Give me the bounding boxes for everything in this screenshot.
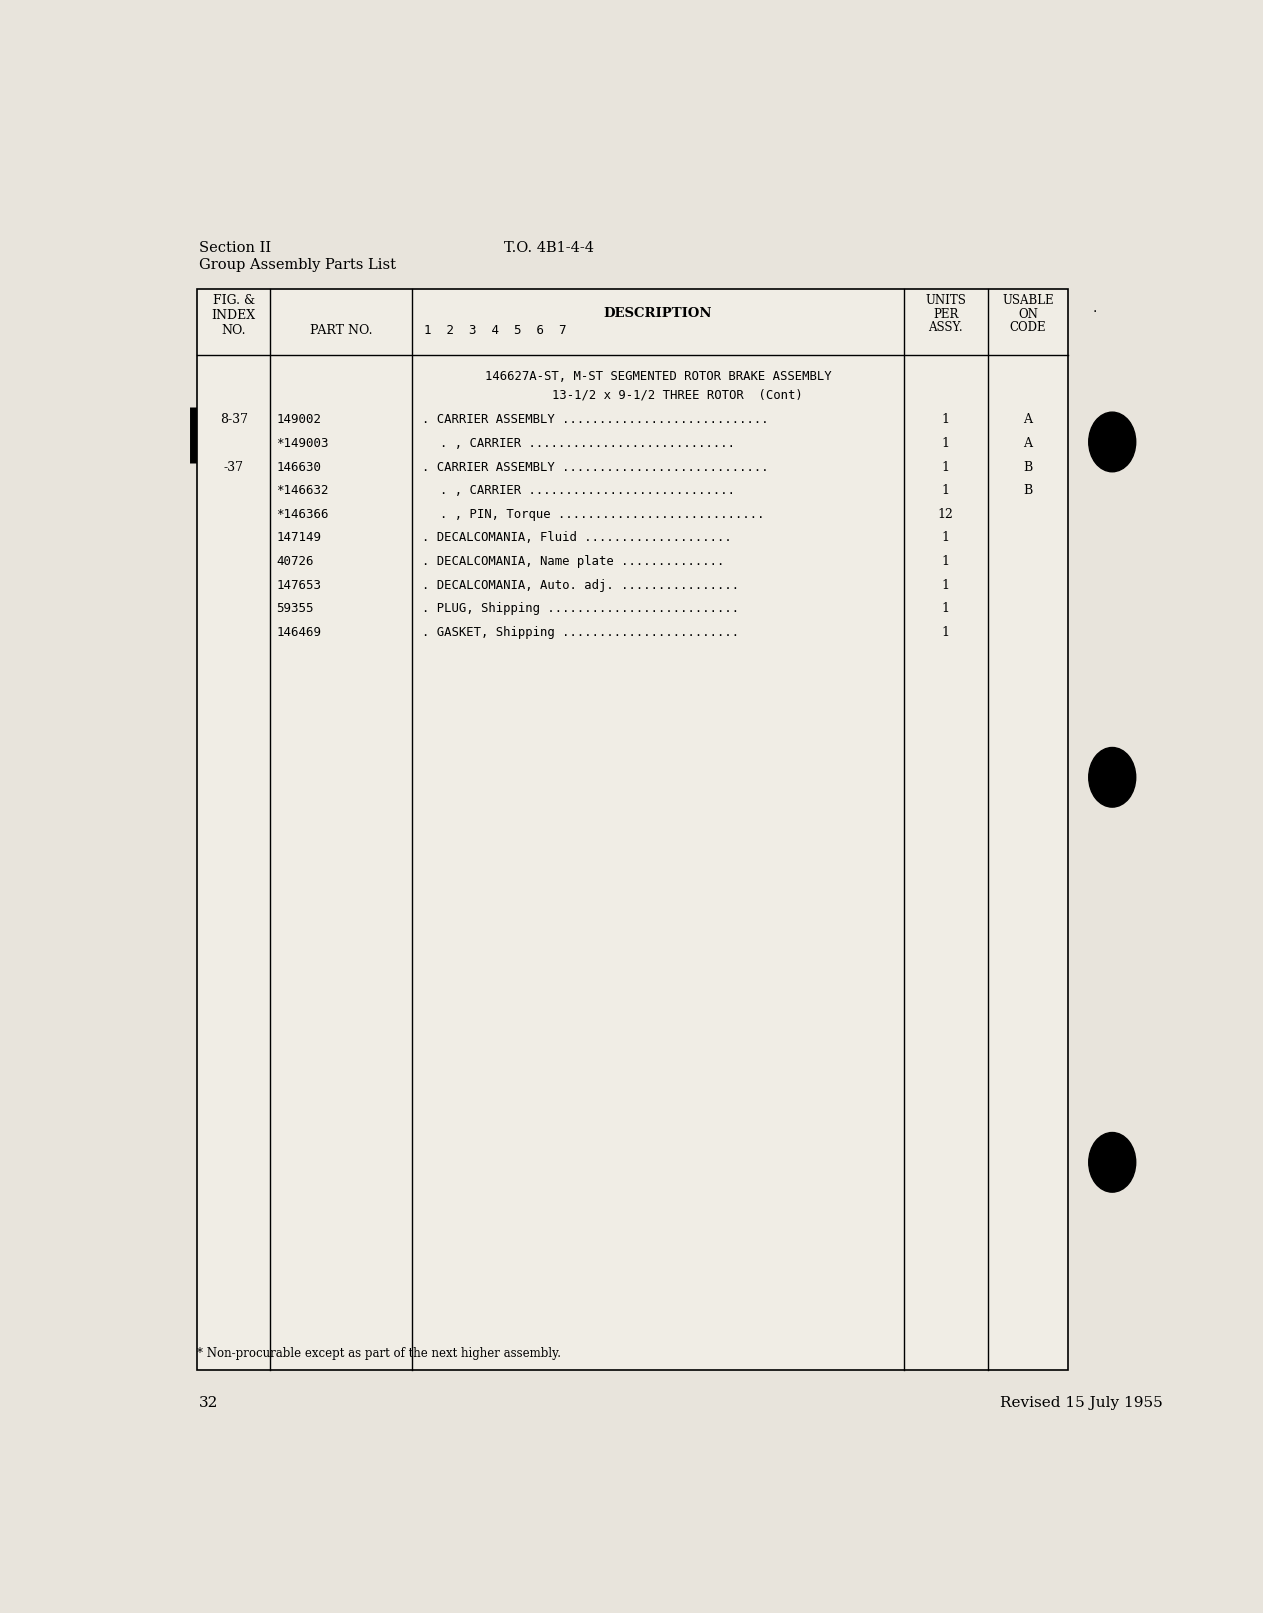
Text: 12: 12 — [938, 508, 954, 521]
Text: A: A — [1023, 413, 1033, 426]
Text: 32: 32 — [200, 1395, 218, 1410]
Text: 147653: 147653 — [277, 579, 321, 592]
Text: PART NO.: PART NO. — [311, 324, 373, 337]
Text: . CARRIER ASSEMBLY ............................: . CARRIER ASSEMBLY .....................… — [422, 413, 769, 426]
Text: DESCRIPTION: DESCRIPTION — [604, 306, 712, 319]
Text: 1: 1 — [942, 437, 950, 450]
Text: UNITS: UNITS — [926, 294, 966, 306]
Text: 1: 1 — [942, 579, 950, 592]
Text: 1  2  3  4  5  6  7: 1 2 3 4 5 6 7 — [424, 324, 567, 337]
Text: 146469: 146469 — [277, 626, 321, 639]
Text: Revised 15 July 1955: Revised 15 July 1955 — [1000, 1395, 1162, 1410]
Text: 13-1/2 x 9-1/2 THREE ROTOR  (Cont): 13-1/2 x 9-1/2 THREE ROTOR (Cont) — [552, 389, 803, 402]
Text: NO.: NO. — [221, 324, 246, 337]
Text: T.O. 4B1-4-4: T.O. 4B1-4-4 — [504, 240, 595, 255]
Text: . CARRIER ASSEMBLY ............................: . CARRIER ASSEMBLY .....................… — [422, 461, 769, 474]
Text: 1: 1 — [942, 413, 950, 426]
Text: Section II: Section II — [200, 240, 272, 255]
Text: 40726: 40726 — [277, 555, 313, 568]
Text: B: B — [1023, 484, 1033, 497]
Text: PER: PER — [933, 308, 959, 321]
Text: 149002: 149002 — [277, 413, 321, 426]
Circle shape — [1089, 747, 1135, 806]
Text: 147149: 147149 — [277, 531, 321, 544]
Text: * Non-procurable except as part of the next higher assembly.: * Non-procurable except as part of the n… — [197, 1347, 561, 1360]
Text: 146627A-ST, M-ST SEGMENTED ROTOR BRAKE ASSEMBLY: 146627A-ST, M-ST SEGMENTED ROTOR BRAKE A… — [485, 369, 831, 382]
Text: . GASKET, Shipping ........................: . GASKET, Shipping .....................… — [422, 626, 739, 639]
Text: ON: ON — [1018, 308, 1038, 321]
Text: 1: 1 — [942, 555, 950, 568]
Bar — [197, 289, 1068, 1369]
Text: 1: 1 — [942, 531, 950, 544]
Text: CODE: CODE — [1009, 321, 1046, 334]
Text: FIG. &: FIG. & — [212, 294, 255, 306]
Text: 146630: 146630 — [277, 461, 321, 474]
Text: 8-37: 8-37 — [220, 413, 248, 426]
Text: ·: · — [1092, 447, 1096, 461]
Text: INDEX: INDEX — [212, 310, 256, 323]
Text: 1: 1 — [942, 461, 950, 474]
Text: . DECALCOMANIA, Auto. adj. ................: . DECALCOMANIA, Auto. adj. .............… — [422, 579, 739, 592]
Text: ·: · — [1092, 305, 1096, 318]
Circle shape — [1089, 413, 1135, 471]
Text: . DECALCOMANIA, Fluid ....................: . DECALCOMANIA, Fluid ..................… — [422, 531, 731, 544]
Text: *146366: *146366 — [277, 508, 328, 521]
Text: *146632: *146632 — [277, 484, 328, 497]
Text: . , CARRIER ............................: . , CARRIER ............................ — [440, 437, 735, 450]
Text: B: B — [1023, 461, 1033, 474]
Text: 1: 1 — [942, 626, 950, 639]
Text: Group Assembly Parts List: Group Assembly Parts List — [200, 258, 397, 273]
Text: 1: 1 — [942, 602, 950, 615]
Text: -37: -37 — [224, 461, 244, 474]
Text: ASSY.: ASSY. — [928, 321, 964, 334]
Text: . DECALCOMANIA, Name plate ..............: . DECALCOMANIA, Name plate .............… — [422, 555, 725, 568]
Text: 59355: 59355 — [277, 602, 313, 615]
Text: A: A — [1023, 437, 1033, 450]
Text: *149003: *149003 — [277, 437, 328, 450]
Text: . PLUG, Shipping ..........................: . PLUG, Shipping .......................… — [422, 602, 739, 615]
Text: 1: 1 — [942, 484, 950, 497]
Text: USABLE: USABLE — [1003, 294, 1053, 306]
Circle shape — [1089, 1132, 1135, 1192]
Text: . , CARRIER ............................: . , CARRIER ............................ — [440, 484, 735, 497]
Text: . , PIN, Torque ............................: . , PIN, Torque ........................… — [440, 508, 764, 521]
